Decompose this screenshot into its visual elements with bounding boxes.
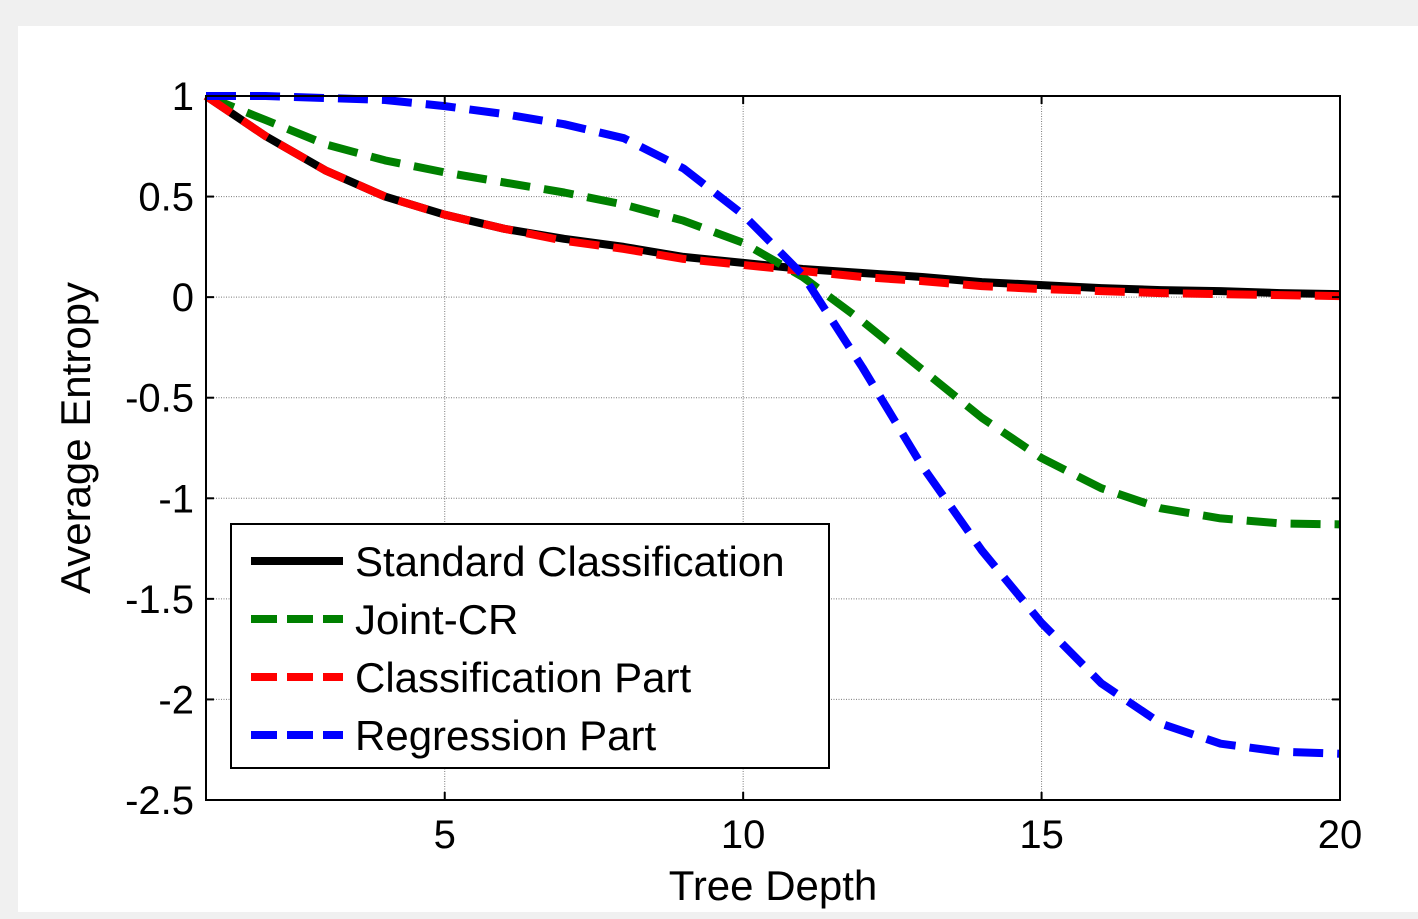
y-axis-label: Average Entropy: [52, 282, 99, 594]
y-tick-label: -2: [158, 678, 194, 722]
y-tick-label: -1.5: [125, 578, 194, 622]
y-tick-label: 1: [172, 75, 194, 119]
legend-label-2: Joint-CR: [355, 596, 518, 643]
axes: 5 10 15 20 1 0.5 0 -0.5 -1 -1.5 -2 -2.5: [125, 75, 1362, 857]
x-tick-label: 5: [434, 813, 456, 857]
y-tick-label: -0.5: [125, 377, 194, 421]
y-tick-label: 0.5: [138, 176, 194, 220]
legend: Standard Classification Joint-CR Classific…: [230, 523, 830, 769]
x-tick-label: 20: [1318, 813, 1363, 857]
series-line-4: [206, 92, 1341, 758]
legend-label-4: Regression Part: [355, 712, 656, 759]
series-lines: [203, 92, 1341, 758]
y-tick-label: 0: [172, 276, 194, 320]
legend-label-1: Standard Classification: [355, 538, 785, 585]
line-chart: 5 10 15 20 1 0.5 0 -0.5 -1 -1.5 -2 -2.5 Standard Cl…: [52, 75, 1362, 909]
grid-lines: [206, 96, 1340, 800]
y-tick-label: -2.5: [125, 779, 194, 823]
series-line-2: [204, 92, 1341, 529]
x-axis-label: Tree Depth: [669, 862, 878, 909]
y-tick-label: -1: [158, 477, 194, 521]
x-tick-label: 10: [721, 813, 766, 857]
legend-label-3: Classification Part: [355, 654, 691, 701]
series-line-3: [203, 92, 1341, 301]
x-tick-label: 15: [1019, 813, 1064, 857]
plot-frame: [205, 95, 1341, 801]
figure-background: 5 10 15 20 1 0.5 0 -0.5 -1 -1.5 -2 -2.5 Standard Cl…: [18, 26, 1418, 912]
